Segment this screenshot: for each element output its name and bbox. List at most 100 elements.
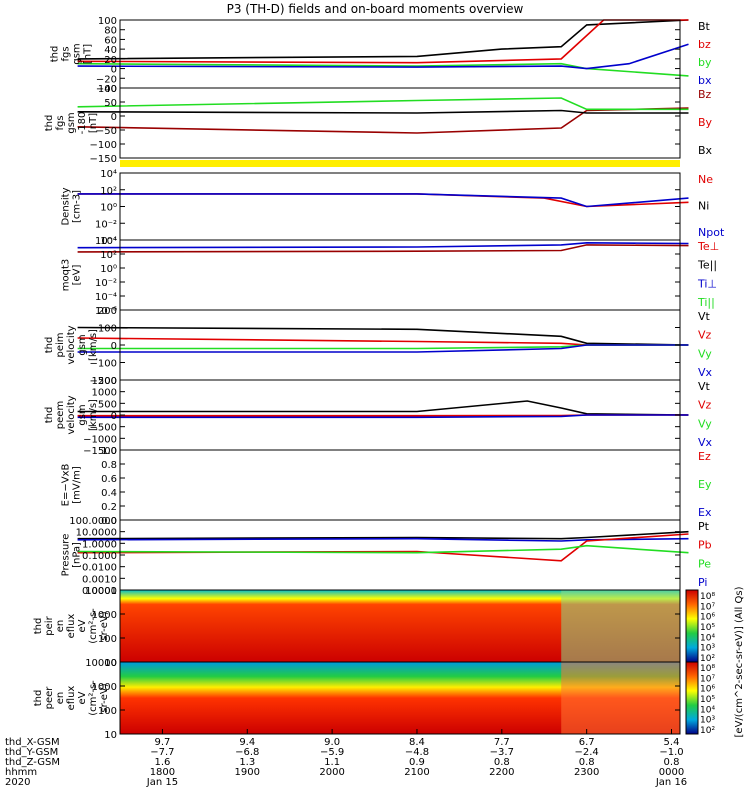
y-tick-label: 100 (98, 634, 117, 645)
legend-Ti||: Ti|| (697, 296, 715, 309)
x-tick-label-X: 8.4 (409, 737, 425, 748)
colorbar-tick-label: 10⁷ (700, 602, 715, 612)
legend-bz: bz (698, 38, 711, 51)
legend-Ey: Ey (698, 478, 712, 491)
panel-frame (119, 19, 681, 89)
x-tick-label-Z: 0.8 (579, 757, 595, 768)
y-tick-label: 20 (104, 55, 117, 66)
series-line-Vx (77, 344, 689, 353)
y-axis-label-line: E=−VxB (61, 464, 72, 507)
y-axis-label-line: [nT] (83, 44, 94, 64)
y-tick-label: 1.0 (101, 446, 117, 457)
colorbar-tick-label: 10³ (700, 716, 715, 726)
y-tick-label: 10² (100, 186, 117, 197)
y-tick-label: 1500 (92, 376, 117, 387)
x-row-label: 2020 (5, 777, 30, 788)
panel-3: Density [cm-3] (61, 172, 689, 241)
y-axis-label-line: peer (44, 686, 55, 710)
legend-Vy: Vy (698, 417, 712, 430)
legend-Npot: Npot (698, 226, 725, 239)
y-axis-label-line: peem (55, 401, 66, 429)
colorbar-label: [eV/(cm^2-sec-sr-eV)] (All Qs) (734, 586, 745, 737)
x-tick-label-Y: −3.7 (490, 747, 514, 758)
y-axis-label: Density [cm-3] (61, 187, 83, 225)
y-tick-label: 1.0000 (82, 539, 117, 550)
series-line-bx (77, 43, 689, 70)
panel-10: thd peer en eflux eV (cm²-s-sr-eV) (33, 661, 681, 735)
series-line-Vt (77, 400, 689, 416)
y-tick-label: −100 (90, 140, 117, 151)
x-tick-label-X: 9.7 (154, 737, 170, 748)
y-axis-label-line: [eV] (72, 265, 83, 286)
y-tick-label: 500 (98, 399, 117, 410)
legend-Ti⊥: Ti⊥ (697, 277, 717, 290)
y-axis-label: thd peir en eflux eV (cm²-s-sr-eV) (33, 608, 110, 644)
y-axis-label-line: Density (61, 187, 72, 225)
panel-9: thd peir en eflux eV (cm²-s-sr-eV) (33, 589, 681, 663)
y-axis-label-line: peim (55, 332, 66, 357)
colorbar-tick-label: 10³ (700, 644, 715, 654)
y-tick-label: 10⁻² (95, 219, 117, 230)
legend-Vy: Vy (698, 347, 712, 360)
colorbar (685, 661, 699, 735)
series-line-Te⊥ (77, 244, 689, 253)
y-tick-label: 0.0010 (82, 574, 117, 585)
y-tick-label: 10² (100, 250, 117, 261)
y-tick-label: 10⁻⁶ (95, 306, 117, 317)
colorbar-tick-label: 10⁷ (700, 674, 715, 684)
y-axis-label-line: gsm (66, 112, 77, 133)
y-tick-label: −150 (90, 154, 117, 165)
y-axis-label-line: thd (44, 407, 55, 424)
x-tick-label-hhmm: 1800 (150, 767, 175, 778)
x-tick-label-Z: 0.8 (494, 757, 510, 768)
y-tick-label: −50 (96, 126, 117, 137)
y-axis-label: Pressure [nPa] (61, 534, 83, 577)
status-bar (120, 160, 680, 167)
y-axis-label-line: (cm²-s- (88, 608, 99, 644)
series-line-Ne (77, 193, 689, 208)
y-axis-label: thd fgs gsm [nT] (50, 43, 94, 64)
x-tick-label-Y: −6.8 (235, 747, 259, 758)
legend-Pt: Pt (698, 520, 710, 533)
y-axis-label-line: thd (33, 618, 44, 635)
y-axis-label-line: velocity (66, 325, 77, 364)
y-axis-label-line: [nPa] (72, 542, 83, 568)
y-tick-label: 1000 (92, 682, 117, 693)
legend-Bz: Bz (698, 88, 712, 101)
x-tick-label-Z: 0.8 (664, 757, 680, 768)
y-axis-label: thd peim velocity gsm [km/s] (44, 325, 99, 364)
legend-Vt: Vt (698, 380, 711, 393)
y-axis-label: E=−VxB [mV/m] (61, 464, 83, 507)
legend-Pb: Pb (698, 539, 712, 552)
legend-Te||: Te|| (697, 259, 717, 272)
y-axis-label-line: thd (50, 46, 61, 63)
y-axis-label-line: thd (44, 115, 55, 132)
series-line-by (77, 62, 689, 77)
x-row-label: thd_X-GSM (5, 737, 60, 748)
y-tick-label: −20 (96, 74, 117, 85)
x-tick-label-X: 9.4 (239, 737, 255, 748)
colorbar-tick-label: 10⁵ (700, 695, 715, 705)
y-tick-label: 200 (98, 306, 117, 317)
y-tick-label: 0 (111, 65, 117, 76)
legend-Pi: Pi (698, 576, 707, 589)
y-tick-label: 0.1000 (82, 551, 117, 562)
x-row-label: hhmm (5, 767, 37, 778)
legend-By: By (698, 116, 713, 129)
series-line-Vt (77, 326, 689, 346)
y-axis-label-line: thd (33, 690, 44, 707)
y-tick-label: −500 (90, 423, 117, 434)
y-tick-label: 60 (104, 35, 117, 46)
y-axis-label-line: velocity (66, 395, 77, 434)
heatmap-post-boundary (561, 662, 680, 734)
y-axis-label-line: gsm (72, 43, 83, 64)
y-axis-label-line: gsm (77, 334, 88, 355)
y-tick-label: 10⁰ (100, 264, 117, 275)
y-tick-label: 100 (98, 706, 117, 717)
y-axis-label: thd peem velocity gsm [km/s] (44, 395, 99, 434)
y-tick-label: −200 (90, 376, 117, 387)
y-axis-label-line: eflux (66, 614, 77, 639)
y-axis-label-line: [cm-3] (72, 190, 83, 223)
y-tick-label: 10⁻⁴ (95, 236, 117, 247)
